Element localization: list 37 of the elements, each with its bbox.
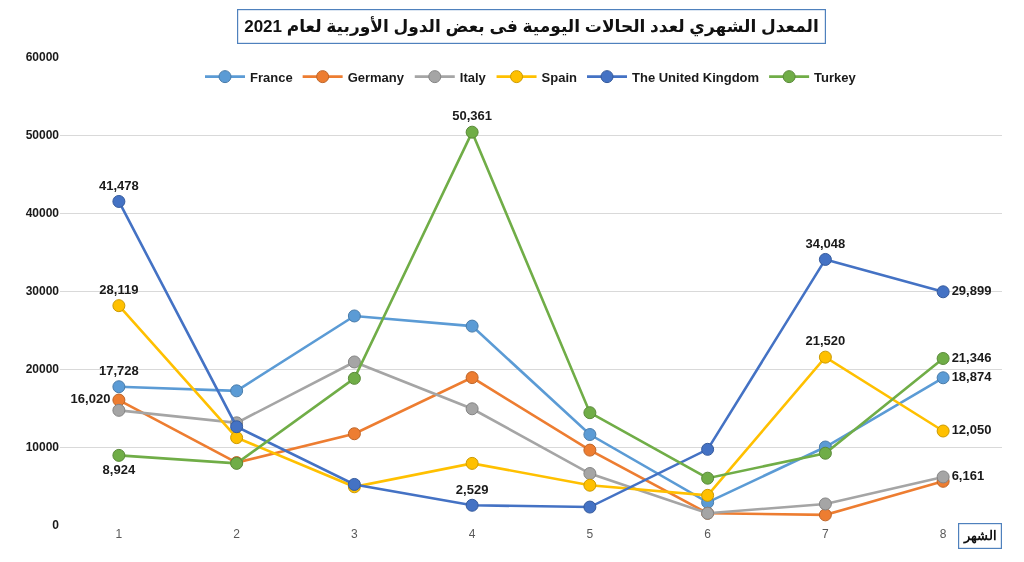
legend-label: The United Kingdom <box>632 69 760 85</box>
x-tick-label: 7 <box>822 527 830 541</box>
data-label: 12,050 <box>951 422 992 438</box>
y-tick-label: 20000 <box>25 362 60 377</box>
chart-title: المعدل الشهري لعدد الحالات اليومية فى بعض الدول الأوربية لعام 2021 <box>244 16 819 38</box>
x-tick-label: 3 <box>351 527 359 541</box>
data-label: 2,529 <box>455 481 489 497</box>
x-tick-label: 2 <box>233 527 241 541</box>
data-label: 28,119 <box>99 281 139 297</box>
legend-label: Germany <box>347 69 405 85</box>
legend-label: Italy <box>459 69 487 85</box>
data-label: 6,161 <box>951 468 985 484</box>
data-label: 21,346 <box>951 349 992 365</box>
x-tick-label: 5 <box>586 527 594 541</box>
x-tick-label: 8 <box>939 527 947 541</box>
data-label: 16,020 <box>70 391 111 407</box>
data-label: 17,728 <box>99 362 139 378</box>
data-label: 18,874 <box>951 369 993 385</box>
y-tick-label: 30000 <box>25 284 60 299</box>
y-tick-label: 50000 <box>25 128 60 143</box>
data-label: 41,478 <box>99 177 139 193</box>
data-label: 34,048 <box>805 235 846 251</box>
data-label: 21,520 <box>805 333 846 349</box>
data-label: 8,924 <box>102 461 136 477</box>
y-tick-label: 60000 <box>25 50 60 65</box>
x-tick-label: 6 <box>704 527 712 541</box>
legend-label: France <box>250 69 293 85</box>
legend-label: Spain <box>541 69 578 85</box>
y-tick-label: 10000 <box>25 440 60 455</box>
x-tick-label: 1 <box>115 527 123 541</box>
data-label: 50,361 <box>452 108 493 124</box>
x-axis-title: الشهر <box>963 528 998 545</box>
legend-label: Turkey <box>814 69 857 85</box>
x-tick-label: 4 <box>468 527 476 541</box>
y-tick-label: 40000 <box>25 206 60 221</box>
data-label: 29,899 <box>951 283 992 299</box>
y-tick-label: 0 <box>52 518 60 533</box>
